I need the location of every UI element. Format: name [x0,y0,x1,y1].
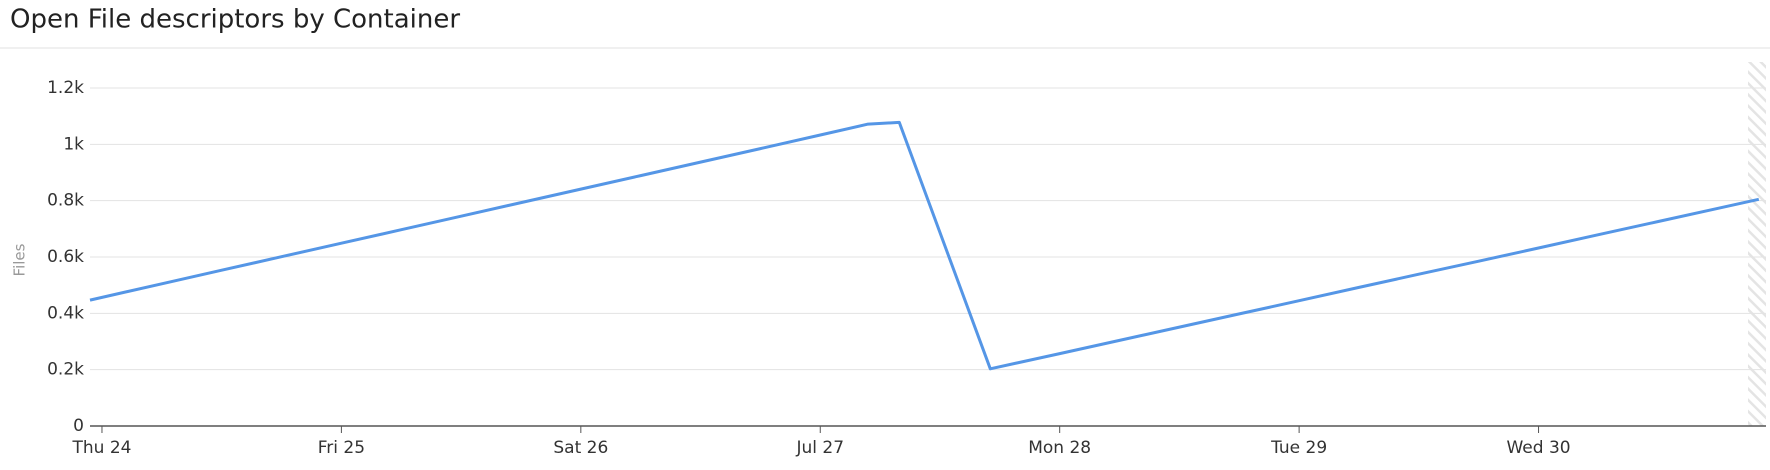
chart-title: Open File descriptors by Container [10,5,460,35]
y-tick-label: 0.8k [47,191,84,211]
x-tick-label: Fri 25 [318,438,365,458]
y-tick-label: 0.4k [47,303,84,323]
y-tick-label: 1k [63,134,84,154]
x-tick-label: Sat 26 [553,438,608,458]
y-tick-label: 1.2k [47,78,84,98]
y-axis-label: Files [11,243,29,276]
data-line [89,120,1760,371]
x-tick-label: Mon 28 [1028,438,1091,458]
y-tick-label: 0.6k [47,247,84,267]
x-tick-label: Jul 27 [795,438,844,458]
x-tick-label: Tue 29 [1270,438,1327,458]
x-tick-label: Wed 30 [1506,438,1570,458]
incomplete-region [1748,62,1766,426]
y-tick-label: 0.2k [47,360,84,380]
y-tick-label: 0 [73,416,84,436]
x-tick-label: Thu 24 [71,438,131,458]
